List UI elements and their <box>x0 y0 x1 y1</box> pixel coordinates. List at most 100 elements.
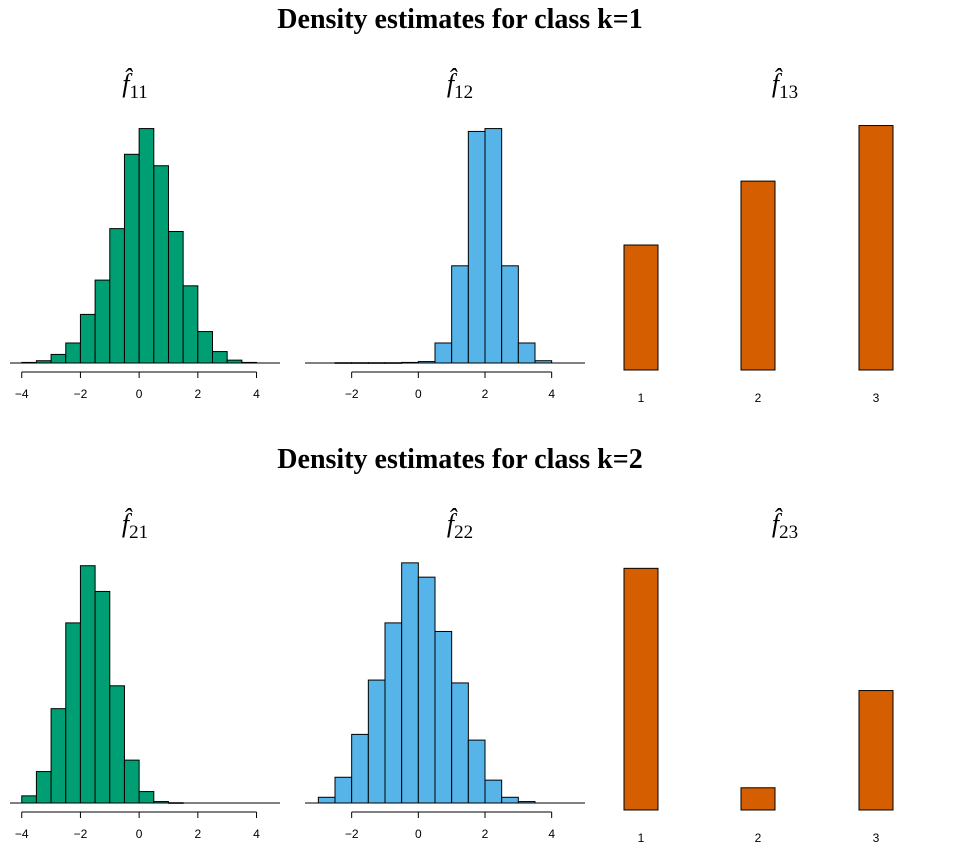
histogram-bin <box>138 791 155 804</box>
x-tick-label: 4 <box>548 827 555 841</box>
histogram-bin <box>317 796 336 804</box>
category-bar <box>858 125 894 371</box>
panel-title: f̂22 <box>447 509 473 543</box>
x-tick-label: 0 <box>415 387 422 401</box>
histogram-bin <box>384 362 403 364</box>
panel-f11: f̂11 −4 −2 0 2 4 <box>10 69 280 401</box>
histogram-bin <box>467 739 486 804</box>
histogram-bin <box>94 279 111 364</box>
histogram-bin <box>434 630 453 804</box>
panel-title: f̂12 <box>447 69 473 103</box>
histogram-bin <box>212 351 228 364</box>
category-bar <box>740 180 776 371</box>
histogram-bin <box>153 165 169 364</box>
histogram-bin <box>50 353 67 364</box>
histogram-bin <box>138 128 155 364</box>
histogram-bin <box>484 779 503 804</box>
histogram-bin <box>182 285 199 364</box>
histogram-bin <box>21 361 37 364</box>
histogram-bin <box>501 796 519 804</box>
section-title-class-1: Density estimates for class k=1 <box>277 4 642 35</box>
histogram-bin <box>417 576 436 804</box>
panel-title-symbol: f̂ <box>447 509 458 538</box>
x-tick-label: −2 <box>74 387 88 401</box>
panel-title-subscript: 23 <box>779 522 798 543</box>
panel-title-symbol: f̂ <box>772 509 783 538</box>
x-tick-label: 2 <box>482 387 489 401</box>
histogram-bin <box>35 360 52 364</box>
panel-title-subscript: 11 <box>129 82 147 103</box>
histogram-bin <box>451 682 469 804</box>
histogram-bin <box>451 265 469 364</box>
panel-title-symbol: f̂ <box>122 509 133 538</box>
x-tick-label: 4 <box>548 387 555 401</box>
x-tick-label: 0 <box>136 827 143 841</box>
x-tick-label: 2 <box>482 827 489 841</box>
histogram-bin <box>167 230 184 364</box>
panel-title: f̂11 <box>122 69 148 103</box>
x-tick-label: 4 <box>253 827 260 841</box>
panel-title-subscript: 21 <box>129 522 148 543</box>
panel-f23: f̂23 1 2 3 <box>623 509 894 845</box>
category-bar <box>623 567 659 811</box>
histogram-bin <box>334 776 353 804</box>
histogram-bin <box>434 342 453 364</box>
histogram-bin <box>79 565 96 804</box>
x-tick-label: 2 <box>194 827 201 841</box>
category-bar <box>740 787 776 811</box>
histogram-bin <box>351 733 369 804</box>
histogram-bin <box>153 801 169 804</box>
histogram-bin <box>517 342 536 364</box>
histogram-bin <box>467 130 486 364</box>
x-tick-label: −4 <box>15 827 29 841</box>
histogram-bin <box>417 361 436 364</box>
histogram-bin <box>21 795 37 804</box>
panel-title-symbol: f̂ <box>122 69 133 98</box>
histogram-bin <box>65 622 81 804</box>
histogram-bin <box>109 228 125 364</box>
panel-title-symbol: f̂ <box>447 69 458 98</box>
panel-f22: f̂22 −2 0 2 4 <box>305 509 585 841</box>
panel-title: f̂23 <box>772 509 798 543</box>
category-label: 1 <box>638 831 645 845</box>
histogram-bin <box>384 622 403 804</box>
histogram-bin <box>401 562 419 804</box>
histogram-bin <box>241 361 258 364</box>
section-title-class-2: Density estimates for class k=2 <box>277 444 642 475</box>
panel-title: f̂21 <box>122 509 148 543</box>
histogram-bin <box>197 331 213 364</box>
panel-title-subscript: 22 <box>454 522 473 543</box>
category-bar <box>858 690 894 811</box>
histogram-bin <box>401 361 419 364</box>
x-tick-label: −2 <box>345 827 359 841</box>
x-tick-label: −2 <box>74 827 88 841</box>
histogram-bin <box>167 802 184 804</box>
histogram-bin <box>351 362 369 364</box>
x-tick-label: −2 <box>345 387 359 401</box>
category-label: 2 <box>755 391 762 405</box>
category-label: 2 <box>755 831 762 845</box>
histogram-bin <box>501 265 519 364</box>
x-tick-label: 0 <box>136 387 143 401</box>
x-tick-label: 0 <box>415 827 422 841</box>
histogram-bin <box>484 128 503 364</box>
category-label: 3 <box>873 391 880 405</box>
histogram-bin <box>79 313 96 364</box>
histogram-bin <box>226 359 243 364</box>
panel-title: f̂13 <box>772 69 798 103</box>
category-bar <box>623 244 659 371</box>
panel-f13: f̂13 1 2 3 <box>623 69 894 405</box>
x-tick-label: −4 <box>15 387 29 401</box>
histogram-bin <box>517 801 536 804</box>
x-tick-label: 4 <box>253 387 260 401</box>
x-tick-label: 2 <box>194 387 201 401</box>
panel-title-symbol: f̂ <box>772 69 783 98</box>
category-label: 1 <box>638 391 645 405</box>
histogram-bin <box>367 362 386 364</box>
panel-title-subscript: 13 <box>779 82 798 103</box>
panel-title-subscript: 12 <box>454 82 473 103</box>
histogram-bin <box>65 342 81 364</box>
histogram-bin <box>367 679 386 804</box>
histogram-bin <box>534 360 553 364</box>
